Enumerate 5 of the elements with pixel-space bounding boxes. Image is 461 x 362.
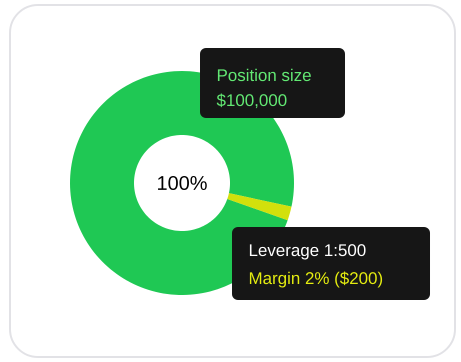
text: $100,000 xyxy=(216,93,286,108)
text: 100% xyxy=(158,176,207,190)
text: Margin 2% ($200) xyxy=(250,271,382,288)
slice-label: Position size xyxy=(218,68,311,82)
text: Leverage 1:500 xyxy=(250,244,366,260)
